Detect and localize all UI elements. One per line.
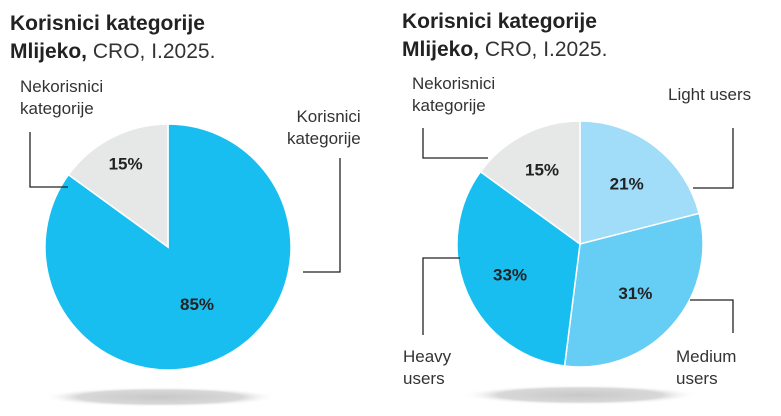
right-pie-value-label-0: 21% xyxy=(610,175,644,194)
right-pie-slice-0 xyxy=(579,120,701,245)
left-title-bold2: Mlijeko, xyxy=(10,40,88,63)
right-title-line1: Korisnici kategorije xyxy=(402,10,597,33)
right-title-rest2: CRO, I.2025. xyxy=(479,38,608,61)
right-chart-title: Korisnici kategorije Mlijeko, CRO, I.202… xyxy=(402,8,607,64)
right-pie-value-label-3: 15% xyxy=(525,161,559,180)
label-right-nekorisnici: Nekorisnici kategorije xyxy=(412,74,496,115)
leader-line-right-heavy xyxy=(422,257,460,335)
right-pie-slice-3 xyxy=(479,120,581,246)
right-pie-value-label-1: 31% xyxy=(618,284,652,303)
label-left-korisnici: Korisnici kategorije xyxy=(287,107,361,148)
leader-line-left-korisnici xyxy=(303,158,341,273)
right-pie: 21% 31% 33% 15% xyxy=(456,120,704,368)
label-right-medium: Medium users xyxy=(676,347,737,388)
label-right-light: Light users xyxy=(668,85,752,104)
right-title-bold2: Mlijeko, xyxy=(402,38,480,61)
left-pie-value-label-1: 85% xyxy=(180,295,214,314)
label-left-nekorisnici: Nekorisnici kategorije xyxy=(20,77,104,118)
left-pie: 85% 15% xyxy=(44,123,292,371)
leader-line-right-light xyxy=(693,128,734,189)
left-pie-shadow xyxy=(42,387,278,407)
leader-line-left-nekorisnici xyxy=(29,132,68,188)
right-pie-slice-2 xyxy=(456,170,581,367)
left-title-rest2: CRO, I.2025. xyxy=(87,40,216,63)
left-title-line1: Korisnici kategorije xyxy=(10,12,205,35)
left-pie-slice-0 xyxy=(67,123,169,249)
label-right-heavy: Heavy users xyxy=(403,347,452,388)
right-pie-slice-1 xyxy=(563,212,704,368)
leader-line-right-medium xyxy=(690,299,734,333)
left-pie-value-label-0: 15% xyxy=(109,155,143,174)
right-pie-value-label-2: 33% xyxy=(493,265,527,284)
leader-line-right-nekorisnici xyxy=(422,128,488,159)
left-chart-title: Korisnici kategorije Mlijeko, CRO, I.202… xyxy=(10,10,215,66)
right-pie-shadow xyxy=(462,385,698,405)
